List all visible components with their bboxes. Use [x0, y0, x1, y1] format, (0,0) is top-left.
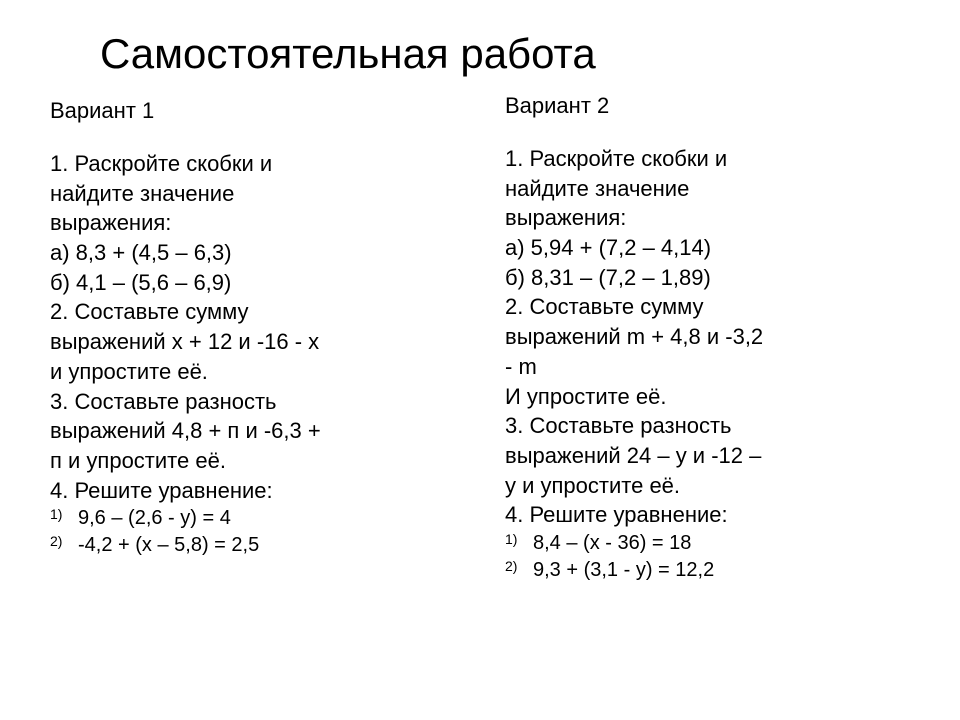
worksheet-title: Самостоятельная работа: [100, 30, 910, 78]
v2-line: найдите значение: [505, 174, 910, 204]
v2-line: 1. Раскройте скобки и: [505, 144, 910, 174]
v2-equation-1: 1) 8,4 – (х - 36) = 18: [505, 530, 910, 557]
v1-line: 4. Решите уравнение:: [50, 476, 455, 506]
v2-line: 4. Решите уравнение:: [505, 500, 910, 530]
v1-line: 2. Составьте сумму: [50, 297, 455, 327]
v1-equation-1: 1) 9,6 – (2,6 - у) = 4: [50, 505, 455, 532]
v2-line: а) 5,94 + (7,2 – 4,14): [505, 233, 910, 263]
v2-line: б) 8,31 – (7,2 – 1,89): [505, 263, 910, 293]
v1-line: 1. Раскройте скобки и: [50, 149, 455, 179]
variant-1-header: Вариант 1: [50, 98, 455, 124]
v2-line: - m: [505, 352, 910, 382]
v1-line: выражений 4,8 + п и -6,3 +: [50, 416, 455, 446]
v2-line: выражения:: [505, 203, 910, 233]
v2-equation-2: 2) 9,3 + (3,1 - у) = 12,2: [505, 557, 910, 584]
v1-line: выражения:: [50, 208, 455, 238]
v1-line: 3. Составьте разность: [50, 387, 455, 417]
columns-container: Вариант 1 1. Раскройте скобки и найдите …: [50, 98, 910, 584]
v1-line: найдите значение: [50, 179, 455, 209]
eq-text: 9,6 – (2,6 - у) = 4: [78, 507, 231, 529]
eq-text: -4,2 + (х – 5,8) = 2,5: [78, 534, 259, 556]
eq-marker: 1): [505, 530, 517, 549]
eq-text: 9,3 + (3,1 - у) = 12,2: [533, 559, 714, 581]
v1-equation-2: 2) -4,2 + (х – 5,8) = 2,5: [50, 532, 455, 559]
v1-line: п и упростите её.: [50, 446, 455, 476]
v2-line: у и упростите её.: [505, 471, 910, 501]
v1-line: и упростите её.: [50, 357, 455, 387]
v1-line: выражений х + 12 и -16 - х: [50, 327, 455, 357]
v1-line: а) 8,3 + (4,5 – 6,3): [50, 238, 455, 268]
eq-marker: 2): [50, 532, 62, 551]
eq-marker: 2): [505, 557, 517, 576]
eq-marker: 1): [50, 505, 62, 524]
v2-line: выражений 24 – у и -12 –: [505, 441, 910, 471]
eq-text: 8,4 – (х - 36) = 18: [533, 532, 691, 554]
variant-2-column: Вариант 2 1. Раскройте скобки и найдите …: [505, 93, 910, 584]
v2-line: 2. Составьте сумму: [505, 292, 910, 322]
variant-2-header: Вариант 2: [505, 93, 910, 119]
v2-line: 3. Составьте разность: [505, 411, 910, 441]
variant-1-column: Вариант 1 1. Раскройте скобки и найдите …: [50, 98, 455, 584]
v1-line: б) 4,1 – (5,6 – 6,9): [50, 268, 455, 298]
v2-line: выражений m + 4,8 и -3,2: [505, 322, 910, 352]
v2-line: И упростите её.: [505, 382, 910, 412]
